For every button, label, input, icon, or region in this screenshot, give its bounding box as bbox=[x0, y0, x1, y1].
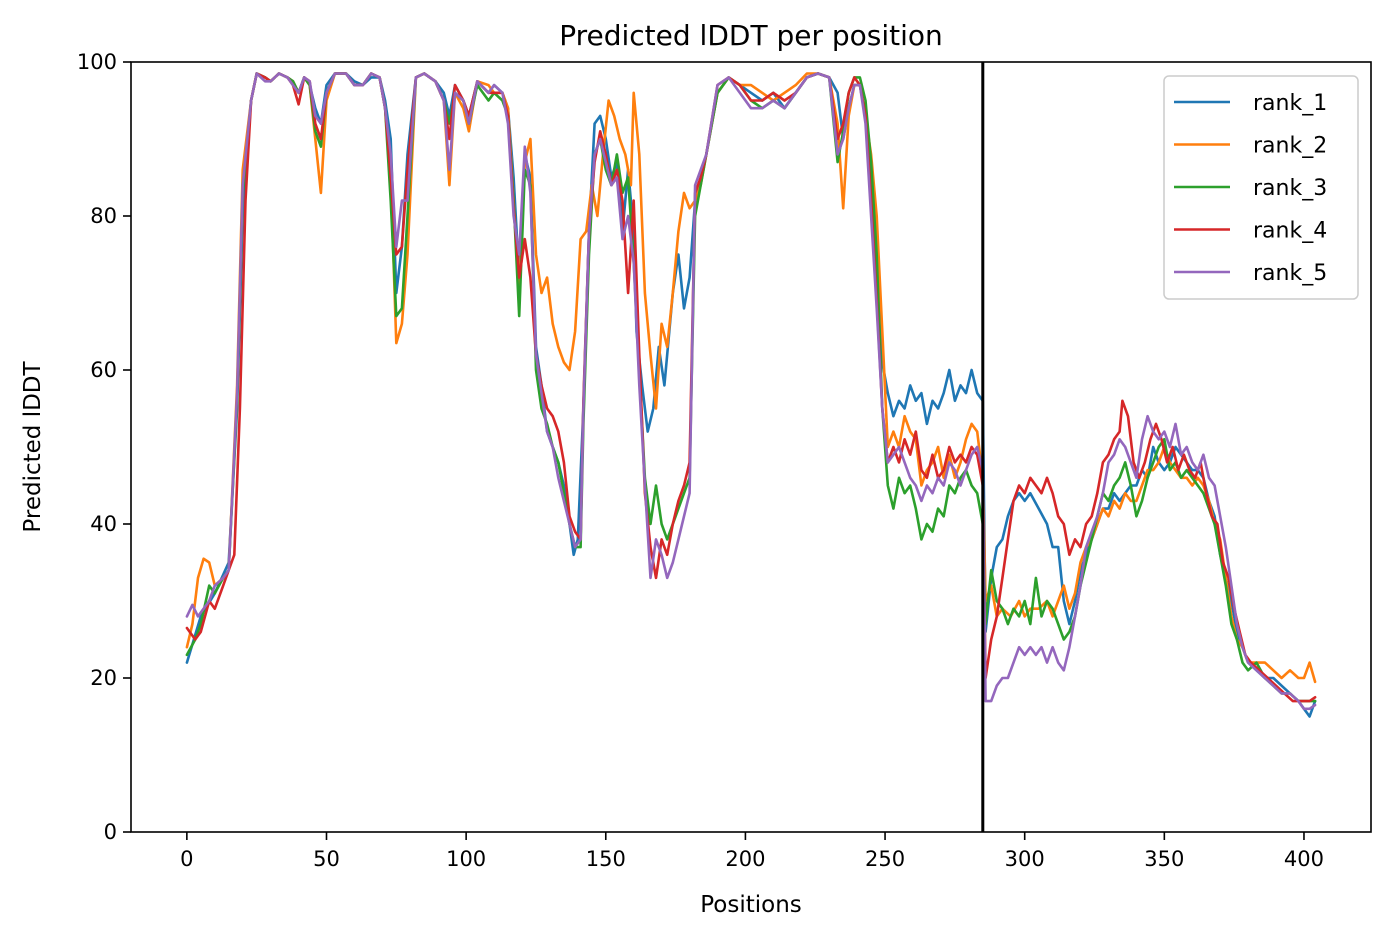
plot-frame bbox=[130, 61, 1372, 833]
legend-label-rank_4: rank_4 bbox=[1253, 219, 1327, 244]
y-axis-ticks: 0 20 40 60 80 100 bbox=[77, 50, 131, 844]
y-tick-label: 20 bbox=[90, 666, 117, 690]
chart-title: Predicted lDDT per position bbox=[559, 19, 943, 52]
x-tick-label: 400 bbox=[1284, 847, 1324, 871]
legend-box bbox=[1163, 75, 1359, 300]
legend-label-rank_1: rank_1 bbox=[1253, 91, 1327, 116]
legend: rank_1 rank_2 rank_3 rank_4 rank_5 bbox=[1163, 75, 1359, 300]
x-tick-label: 250 bbox=[865, 847, 905, 871]
series-line-rank_5 bbox=[185, 72, 1317, 711]
legend-items: rank_1 rank_2 rank_3 rank_4 rank_5 bbox=[1174, 91, 1327, 286]
y-tick-label: 100 bbox=[77, 50, 117, 74]
x-tick-label: 50 bbox=[313, 847, 340, 871]
x-axis-label: Positions bbox=[700, 892, 802, 918]
x-tick-label: 100 bbox=[446, 847, 486, 871]
x-tick-label: 150 bbox=[586, 847, 626, 871]
series-line-rank_4 bbox=[185, 72, 1317, 703]
y-tick-label: 60 bbox=[90, 358, 117, 382]
legend-label-rank_2: rank_2 bbox=[1253, 134, 1327, 159]
y-tick-label: 0 bbox=[104, 820, 117, 844]
series-layer bbox=[185, 72, 1317, 718]
x-tick-label: 0 bbox=[180, 847, 193, 871]
legend-label-rank_5: rank_5 bbox=[1253, 261, 1327, 286]
legend-label-rank_3: rank_3 bbox=[1253, 176, 1327, 201]
y-tick-label: 40 bbox=[90, 512, 117, 536]
y-tick-label: 80 bbox=[90, 204, 117, 228]
x-tick-label: 350 bbox=[1144, 847, 1184, 871]
y-axis-label: Predicted lDDT bbox=[20, 360, 46, 532]
x-tick-label: 300 bbox=[1005, 847, 1045, 871]
x-axis-ticks: 0 50 100 150 200 250 300 350 400 bbox=[180, 832, 1324, 871]
x-tick-label: 200 bbox=[725, 847, 765, 871]
